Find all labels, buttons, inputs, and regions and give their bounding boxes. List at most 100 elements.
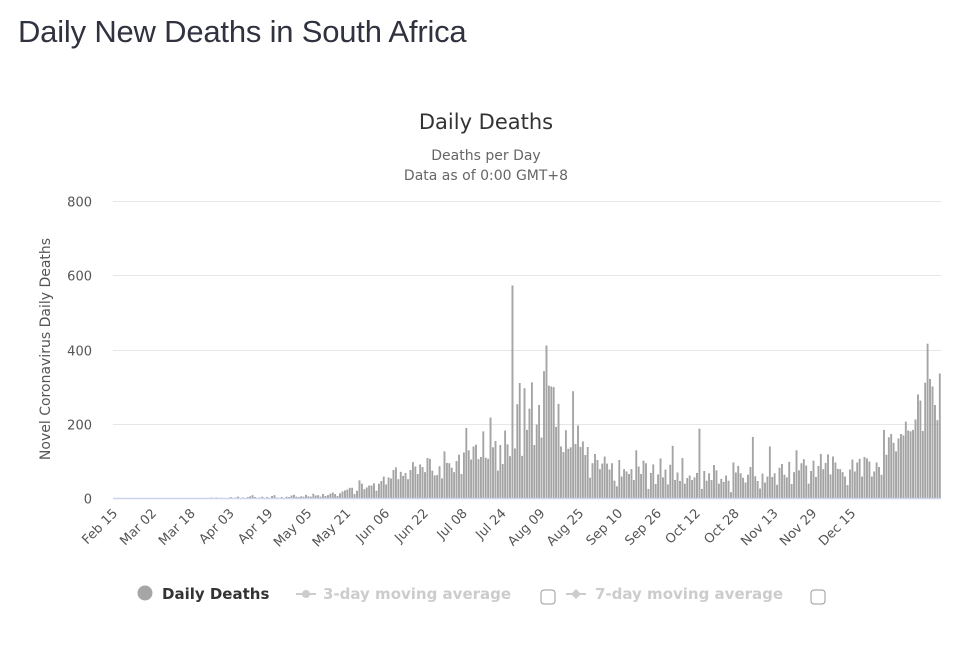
bar[interactable]: [756, 481, 759, 499]
bar[interactable]: [856, 462, 859, 499]
bar[interactable]: [608, 469, 611, 499]
bar[interactable]: [693, 477, 696, 499]
bar[interactable]: [358, 480, 361, 499]
bar[interactable]: [586, 446, 589, 499]
bar[interactable]: [829, 474, 832, 499]
bar[interactable]: [725, 475, 727, 499]
bar[interactable]: [530, 382, 533, 499]
bar[interactable]: [458, 454, 460, 499]
bar[interactable]: [438, 466, 441, 499]
bar[interactable]: [470, 459, 473, 499]
bar[interactable]: [596, 459, 599, 499]
bar[interactable]: [827, 454, 829, 499]
bar[interactable]: [652, 464, 655, 499]
bar[interactable]: [513, 448, 516, 499]
bar[interactable]: [479, 457, 482, 499]
bar[interactable]: [785, 477, 788, 499]
bar[interactable]: [929, 379, 931, 499]
bar[interactable]: [547, 385, 550, 499]
bar[interactable]: [934, 405, 936, 499]
bar[interactable]: [885, 454, 888, 499]
bar[interactable]: [453, 472, 456, 499]
bar[interactable]: [824, 462, 827, 499]
bar[interactable]: [921, 431, 924, 499]
bar[interactable]: [683, 483, 686, 499]
bar[interactable]: [630, 469, 633, 499]
bar[interactable]: [878, 467, 880, 499]
bar[interactable]: [858, 458, 861, 499]
bar[interactable]: [361, 483, 363, 499]
bar[interactable]: [776, 484, 778, 499]
bar[interactable]: [526, 429, 528, 499]
bar[interactable]: [484, 457, 487, 499]
bar[interactable]: [715, 470, 718, 499]
bar[interactable]: [482, 431, 485, 499]
bar[interactable]: [443, 451, 446, 499]
bar[interactable]: [273, 495, 276, 499]
bar[interactable]: [538, 405, 541, 499]
bar[interactable]: [657, 474, 660, 499]
bar[interactable]: [720, 478, 723, 499]
bar[interactable]: [329, 493, 332, 499]
bar[interactable]: [579, 446, 582, 499]
bar[interactable]: [492, 447, 494, 499]
bar[interactable]: [501, 464, 504, 499]
bar[interactable]: [931, 386, 934, 499]
bar[interactable]: [880, 474, 883, 499]
bar[interactable]: [637, 466, 640, 499]
bar[interactable]: [574, 444, 577, 499]
bar[interactable]: [727, 480, 730, 499]
bar[interactable]: [489, 417, 492, 499]
bar[interactable]: [659, 458, 662, 499]
bar[interactable]: [812, 460, 815, 499]
bar[interactable]: [734, 472, 737, 499]
bar[interactable]: [557, 403, 560, 499]
bar[interactable]: [555, 426, 558, 499]
bar[interactable]: [623, 469, 626, 499]
bar[interactable]: [518, 383, 521, 499]
bar[interactable]: [732, 462, 735, 499]
bar[interactable]: [834, 462, 837, 499]
bar[interactable]: [632, 480, 635, 499]
bar[interactable]: [861, 476, 863, 499]
bar[interactable]: [312, 493, 315, 499]
bar[interactable]: [365, 487, 368, 499]
bar[interactable]: [866, 458, 868, 499]
bar[interactable]: [766, 476, 769, 499]
bar[interactable]: [795, 450, 798, 499]
bar[interactable]: [399, 471, 402, 499]
bar[interactable]: [810, 471, 812, 499]
bar[interactable]: [460, 474, 463, 499]
bar[interactable]: [783, 474, 786, 499]
bar[interactable]: [591, 463, 594, 499]
bar[interactable]: [902, 435, 905, 499]
bar[interactable]: [771, 477, 774, 499]
legend-item-3-day-moving-average[interactable]: 3-day moving average: [296, 585, 511, 603]
bar[interactable]: [606, 463, 609, 499]
bar[interactable]: [581, 441, 584, 499]
bar[interactable]: [669, 464, 672, 499]
bar[interactable]: [290, 495, 293, 499]
bar[interactable]: [875, 462, 878, 499]
bar[interactable]: [327, 495, 329, 499]
checkbox-3-day-moving-average[interactable]: [540, 589, 556, 605]
bar[interactable]: [890, 433, 893, 499]
bar[interactable]: [909, 431, 912, 499]
bar[interactable]: [700, 488, 703, 499]
bar[interactable]: [426, 458, 429, 499]
bar[interactable]: [620, 476, 623, 499]
bar[interactable]: [628, 474, 630, 499]
bar[interactable]: [800, 463, 803, 499]
bar[interactable]: [749, 467, 752, 499]
bar[interactable]: [717, 483, 720, 499]
bar[interactable]: [870, 476, 873, 499]
bar[interactable]: [545, 345, 548, 499]
bar[interactable]: [562, 452, 565, 499]
bar[interactable]: [904, 421, 907, 499]
bar[interactable]: [742, 477, 744, 499]
bar[interactable]: [705, 480, 708, 499]
bar[interactable]: [428, 458, 431, 499]
bar[interactable]: [832, 456, 834, 499]
bar[interactable]: [448, 463, 451, 499]
bar[interactable]: [336, 495, 339, 499]
